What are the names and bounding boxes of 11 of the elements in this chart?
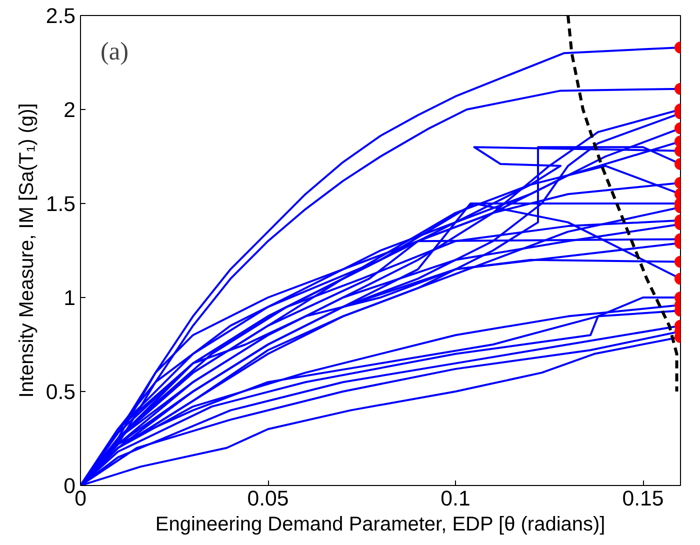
y-tick-label: 2.5 — [46, 4, 76, 28]
y-tick-label: 1 — [64, 286, 76, 310]
annotation: (a) — [100, 38, 129, 66]
y-tick-label: 0.5 — [46, 380, 76, 404]
y-tick-label: 2 — [64, 98, 76, 122]
x-tick-label: 0.15 — [622, 486, 664, 510]
y-tick-label: 1.5 — [46, 192, 76, 216]
x-tick-label: 0.1 — [440, 486, 470, 510]
x-axis-title: Engineering Demand Parameter, EDP [θ (radians)] — [155, 514, 606, 536]
y-axis-title: Intensity Measure, IM [Sa(T₁) (g)] — [16, 103, 38, 398]
x-tick-label: 0.05 — [247, 486, 289, 510]
